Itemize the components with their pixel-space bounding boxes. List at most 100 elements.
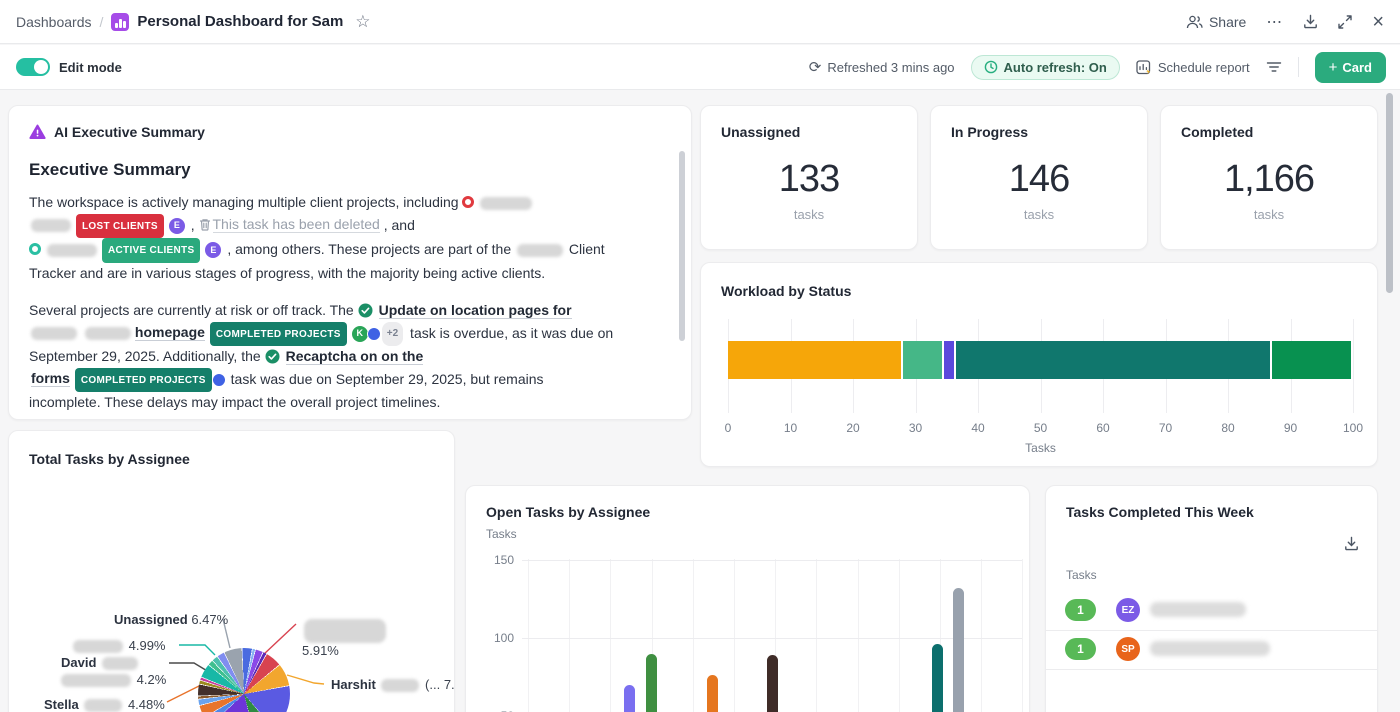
open-tasks-bar[interactable] [953,588,964,712]
pie-callout-harshit[interactable]: Harshit (... 7.9 [331,677,455,693]
open-tasks-bar[interactable] [767,655,778,712]
refreshed-label: Refreshed 3 mins ago [827,59,955,75]
workload-bar-segment[interactable] [956,341,1270,379]
schedule-report-label: Schedule report [1157,59,1250,75]
schedule-report-button[interactable]: Schedule report [1136,60,1250,75]
share-label: Share [1208,13,1247,30]
task-link[interactable]: forms [31,370,70,388]
breadcrumb-dashboards-link[interactable]: Dashboards [16,13,92,30]
stat-card-unassigned: Unassigned 133 tasks [700,105,918,250]
summary-text: , among others. These projects are part … [223,240,516,257]
open-tasks-title: Open Tasks by Assignee [486,504,651,520]
download-button[interactable] [1303,14,1318,29]
redacted-text [31,219,71,233]
workload-bar-segment[interactable] [943,341,955,379]
total-tasks-by-assignee-card: Total Tasks by Assignee Unassigned 6.47%… [8,430,455,712]
expand-button[interactable] [1338,14,1353,29]
ai-card-scrollbar[interactable] [679,151,685,341]
task-count-badge[interactable]: 1 [1065,638,1096,660]
redacted-text [84,699,123,712]
page-scrollbar[interactable] [1386,93,1393,293]
overflow-count[interactable]: +2 [381,322,404,346]
workload-bar-segment[interactable] [903,341,942,379]
pie-callout-unassigned[interactable]: Unassigned 6.47% [114,612,229,627]
task-count-badge[interactable]: 1 [1065,599,1096,621]
favorite-star-icon[interactable]: ☆ [355,11,371,31]
axis-tick-label: 20 [846,421,860,435]
redacted-text [102,657,139,671]
summary-text: , [186,216,199,233]
redacted-text [1150,602,1246,617]
summary-text: task is overdue, as it was due on [406,324,614,341]
completed-week-column-header: Tasks [1066,568,1097,582]
status-icon[interactable] [29,243,41,256]
breadcrumb-separator: / [99,13,104,30]
stat-card-completed: Completed 1,166 tasks [1160,105,1378,250]
dashboard-toolbar: Edit mode ⟳ Refreshed 3 mins ago Auto re… [0,45,1400,90]
stat-value[interactable]: 1,166 [1223,158,1315,200]
redacted-text [47,243,97,257]
table-row[interactable]: 1 EZ [1046,597,1377,637]
status-complete-icon[interactable] [358,303,373,318]
task-link[interactable]: Recaptcha on on the [285,348,424,365]
assignee-pie-chart[interactable] [198,648,290,712]
schedule-report-icon [1136,59,1150,74]
open-tasks-bar[interactable] [707,675,718,712]
workload-chart: 0 10 20 30 40 50 60 70 80 90 100 Tasks [725,315,1363,455]
summary-text: task was due on September 29, 2025, but … [226,370,544,387]
table-row[interactable]: 1 SP [1046,636,1377,676]
top-header: Dashboards / Personal Dashboard for Sam … [0,0,1400,44]
assignee-avatar[interactable]: SP [1116,637,1140,661]
stat-value[interactable]: 146 [1008,158,1070,200]
row-divider [1046,630,1377,631]
open-tasks-bar[interactable] [624,684,635,712]
workload-bar-segment[interactable] [1271,341,1351,379]
assignee-avatar[interactable]: EZ [1116,598,1140,622]
row-divider [1046,669,1377,670]
add-card-button[interactable]: + Card [1314,51,1386,83]
auto-refresh-pill[interactable]: Auto refresh: On [970,54,1120,80]
download-card-button[interactable] [1344,536,1359,556]
pie-callout-david[interactable]: David [61,655,140,671]
stat-value[interactable]: 133 [778,158,840,200]
status-icon[interactable] [462,196,475,209]
tasks-completed-this-week-card: Tasks Completed This Week Tasks 1 EZ 1 S… [1045,485,1378,712]
assignee-avatar[interactable] [211,372,226,387]
open-tasks-bar[interactable] [646,653,657,712]
assignee-avatar[interactable]: K [351,325,368,342]
task-link[interactable]: Update on location pages for [378,302,572,319]
summary-heading: Executive Summary [29,160,191,179]
axis-tick-label: 60 [1096,421,1110,435]
assignee-avatar[interactable]: E [168,217,185,234]
close-button[interactable]: × [1372,10,1384,33]
status-complete-icon[interactable] [265,349,280,364]
list-tag[interactable]: ACTIVE CLIENTS [102,238,201,263]
pie-callout[interactable]: 4.99% [71,638,166,654]
assignee-avatar[interactable] [366,326,381,341]
header-actions: Share ⋯ × [1186,12,1384,32]
edit-mode-toggle[interactable] [16,58,50,76]
deleted-task-link[interactable]: This task has been deleted [212,216,380,234]
list-tag[interactable]: LOST CLIENTS [76,213,164,238]
more-options-button[interactable]: ⋯ [1266,13,1284,31]
open-tasks-bar[interactable] [932,644,943,712]
pie-callout[interactable]: 4.2% [59,672,166,688]
ai-summary-body: Executive Summary The workspace is activ… [29,160,671,414]
refresh-status[interactable]: ⟳ Refreshed 3 mins ago [809,58,955,76]
task-link[interactable]: homepage [134,324,205,342]
workload-bar-segment[interactable] [728,341,901,379]
list-tag[interactable]: COMPLETED PROJECTS [209,321,347,346]
pie-callout[interactable]: 5.91% [302,619,388,658]
share-button[interactable]: Share [1186,14,1246,30]
axis-tick-label: 80 [1221,421,1235,435]
axis-tick-label: 30 [908,421,923,435]
add-card-label: Card [1342,59,1372,75]
summary-text: Client [565,240,605,257]
filter-button[interactable] [1266,61,1282,73]
pie-title: Total Tasks by Assignee [29,451,190,467]
assignee-avatar[interactable]: E [205,242,222,259]
pie-callout-stella[interactable]: Stella 4.48% [44,697,165,712]
list-tag[interactable]: COMPLETED PROJECTS [74,367,212,392]
summary-paragraph: Several projects are currently at risk o… [29,300,671,414]
